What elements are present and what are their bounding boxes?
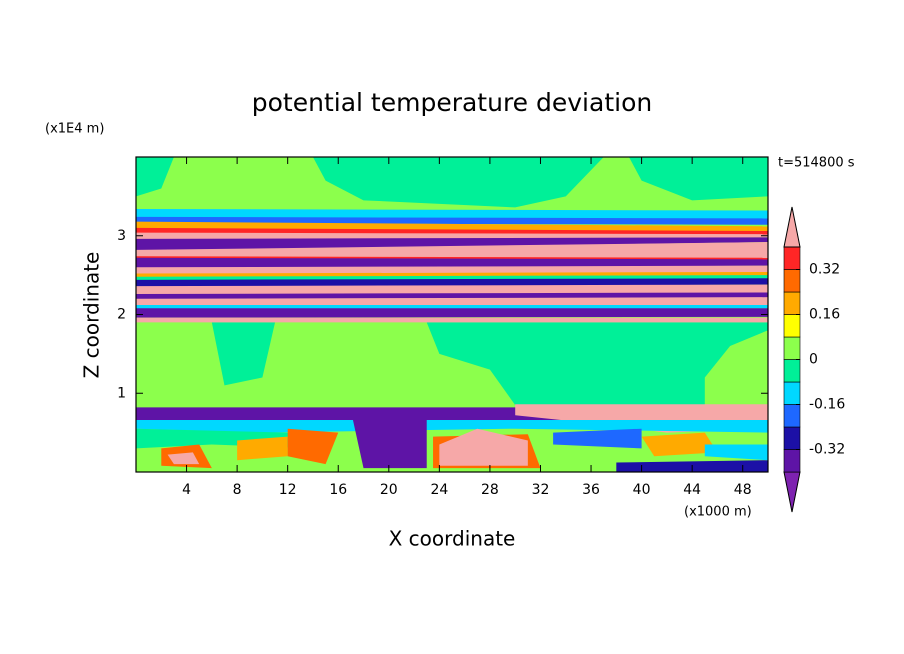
contour-region [167, 452, 200, 465]
colorbar-tick-label: -0.32 [809, 442, 845, 458]
colorbar-box [783, 426, 801, 450]
x-tick-label: 8 [233, 482, 242, 498]
colorbar-box [783, 246, 801, 270]
colorbar-box [783, 381, 801, 405]
contour-region [136, 284, 768, 296]
x-tick-label: 12 [279, 482, 297, 498]
y-axis-label: Z coordinate [80, 252, 104, 379]
contour-region [136, 157, 174, 197]
contour-region [704, 330, 768, 406]
colorbar-tick-label: 0.16 [809, 307, 840, 323]
colorbar-box [783, 291, 801, 315]
x-tick-label: 32 [532, 482, 550, 498]
x-tick-label: 16 [329, 482, 347, 498]
contour-region [704, 444, 768, 461]
contour-region [136, 242, 768, 260]
colorbar-box [783, 269, 801, 293]
x-tick-label: 24 [430, 482, 448, 498]
contour-region [136, 297, 768, 307]
colorbar-tick-label: -0.16 [809, 397, 845, 413]
colorbar-box [783, 359, 801, 383]
time-label: t=514800 s [778, 156, 855, 171]
y-tick-label: 3 [117, 228, 126, 244]
contour-region [628, 157, 768, 201]
contour-region [211, 322, 276, 386]
x-axis-label: X coordinate [389, 527, 516, 551]
x-tick-label: 36 [582, 482, 600, 498]
y-tick-label: 1 [117, 385, 126, 401]
x-tick-label: 4 [182, 482, 191, 498]
x-tick-label: 20 [380, 482, 398, 498]
contour-region [439, 428, 528, 466]
y-tick-label: 2 [117, 307, 126, 323]
colorbar-under [783, 471, 801, 513]
x-unit: (x1000 m) [684, 505, 752, 520]
contour-region [350, 410, 427, 469]
colorbar-box [783, 449, 801, 473]
chart-title: potential temperature deviation [252, 88, 652, 117]
x-tick-label: 40 [633, 482, 651, 498]
contour-region [426, 322, 768, 406]
colorbar-over [783, 206, 801, 248]
contour-region [312, 157, 604, 208]
contour-region [136, 308, 768, 318]
x-tick-label: 44 [683, 482, 701, 498]
contour-region [641, 432, 718, 457]
x-tick-label: 28 [481, 482, 499, 498]
colorbar-box [783, 336, 801, 360]
contour-region [136, 317, 768, 323]
x-tick-label: 48 [734, 482, 752, 498]
contour-region [553, 428, 642, 449]
colorbar-box [783, 314, 801, 338]
contour-region [287, 428, 339, 465]
colorbar-box [783, 404, 801, 428]
contour-region [237, 436, 288, 461]
colorbar-tick-label: 0 [809, 352, 818, 368]
contour-field [136, 157, 768, 472]
colorbar-tick-label: 0.32 [809, 262, 840, 278]
y-unit: (x1E4 m) [45, 122, 104, 137]
